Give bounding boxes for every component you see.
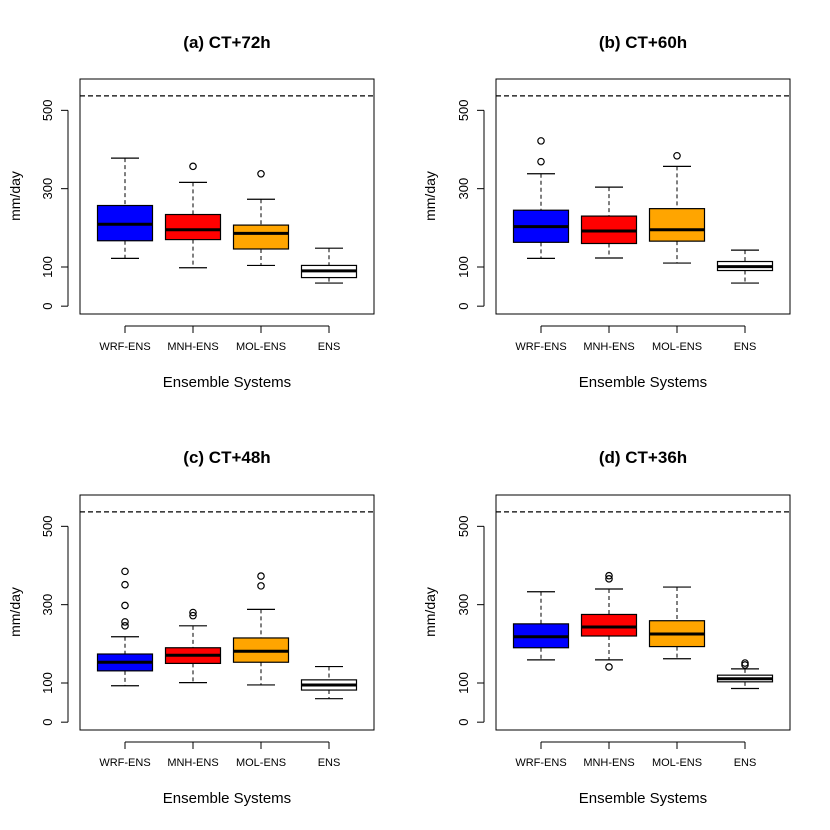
panel-a: (a) CT+72h 0 100 300 500 WRF-ENS MNH-ENS MOL-E…	[7, 33, 375, 391]
box	[164, 213, 222, 241]
y-tick-label: 100	[40, 256, 55, 278]
y-axis-label: mm/day	[7, 587, 23, 637]
plot-marks: 0 100 300 500 WRF-ENS MNH-ENS MOL-ENS ENS	[456, 95, 790, 353]
x-tick-label: WRF-ENS	[99, 341, 150, 353]
outlier-point	[121, 567, 129, 576]
y-tick-label: 300	[40, 178, 55, 200]
y-axis-label: mm/day	[422, 587, 438, 637]
panel-b: (b) CT+60h 0 100 300 500 WRF-ENS MNH-ENS MOL-E…	[422, 33, 791, 391]
y-tick-label: 500	[456, 515, 471, 537]
y-tick-label: 100	[456, 672, 471, 694]
outlier-point	[257, 582, 265, 590]
y-tick-label: 0	[40, 719, 55, 726]
y-tick-label: 500	[456, 99, 471, 121]
outlier-point	[257, 169, 265, 178]
x-tick-label: ENS	[318, 341, 341, 353]
x-tick-label: MNH-ENS	[583, 341, 634, 353]
plot-frame	[495, 78, 791, 315]
panel-c: (c) CT+48h 0 100 300 500 WRF-ENS MNH-ENS MOL-E…	[7, 448, 375, 807]
panel-title: (d) CT+36h	[599, 448, 687, 467]
y-tick-label: 0	[456, 303, 471, 310]
y-tick-label: 500	[40, 515, 55, 537]
y-tick-label: 0	[456, 719, 471, 726]
plot-marks: 0 100 300 500 WRF-ENS MNH-ENS MOL-ENS ENS	[456, 511, 790, 769]
x-tick-label: MNH-ENS	[167, 757, 218, 769]
panel-title: (c) CT+48h	[183, 448, 270, 467]
x-axis-label: Ensemble Systems	[163, 374, 291, 391]
outlier-point	[605, 663, 613, 671]
y-axis-label: mm/day	[422, 171, 438, 221]
x-tick-label: MOL-ENS	[652, 341, 702, 353]
x-tick-label: MOL-ENS	[236, 757, 286, 769]
x-axis-label: Ensemble Systems	[579, 374, 707, 391]
box	[648, 208, 706, 242]
y-tick-label: 100	[40, 672, 55, 694]
plot-frame	[79, 78, 375, 315]
plot-frame	[79, 494, 375, 731]
outlier-point	[121, 580, 129, 589]
outlier-point	[537, 157, 545, 166]
y-tick-label: 300	[456, 178, 471, 200]
panel-d: (d) CT+36h 0 100 300 500 WRF-ENS MNH-ENS MOL-E…	[422, 448, 791, 807]
x-axis-label: Ensemble Systems	[163, 790, 291, 807]
y-tick-label: 300	[40, 594, 55, 616]
outlier-point	[741, 659, 749, 667]
x-tick-label: MOL-ENS	[652, 757, 702, 769]
outlier-point	[257, 572, 265, 580]
outlier-point	[121, 622, 129, 630]
x-tick-label: MNH-ENS	[583, 757, 634, 769]
panel-title: (a) CT+72h	[183, 33, 270, 52]
plot-marks: 0 100 300 500 WRF-ENS MNH-ENS MOL-ENS ENS	[40, 95, 374, 353]
y-tick-label: 0	[40, 303, 55, 310]
box	[232, 224, 290, 250]
panel-title: (b) CT+60h	[599, 33, 687, 52]
x-tick-label: ENS	[734, 757, 757, 769]
y-tick-label: 300	[456, 594, 471, 616]
x-tick-label: WRF-ENS	[99, 757, 150, 769]
x-tick-label: WRF-ENS	[515, 341, 566, 353]
x-tick-label: WRF-ENS	[515, 757, 566, 769]
outlier-point	[605, 575, 613, 583]
x-axis-label: Ensemble Systems	[579, 790, 707, 807]
x-tick-label: ENS	[318, 757, 341, 769]
outlier-point	[189, 608, 197, 617]
y-tick-label: 500	[40, 99, 55, 121]
box	[580, 613, 638, 637]
x-tick-label: ENS	[734, 341, 757, 353]
plot-marks: 0 100 300 500 WRF-ENS MNH-ENS MOL-ENS ENS	[40, 511, 374, 769]
x-tick-label: MNH-ENS	[167, 341, 218, 353]
outlier-point	[121, 618, 129, 626]
outlier-point	[189, 162, 197, 171]
outlier-point	[605, 571, 613, 580]
outlier-point	[537, 137, 545, 145]
y-axis-label: mm/day	[7, 171, 23, 221]
outlier-point	[189, 611, 197, 620]
x-tick-label: MOL-ENS	[236, 341, 286, 353]
outlier-point	[673, 151, 681, 160]
outlier-point	[121, 601, 129, 610]
y-tick-label: 100	[456, 256, 471, 278]
plot-frame	[495, 494, 791, 731]
